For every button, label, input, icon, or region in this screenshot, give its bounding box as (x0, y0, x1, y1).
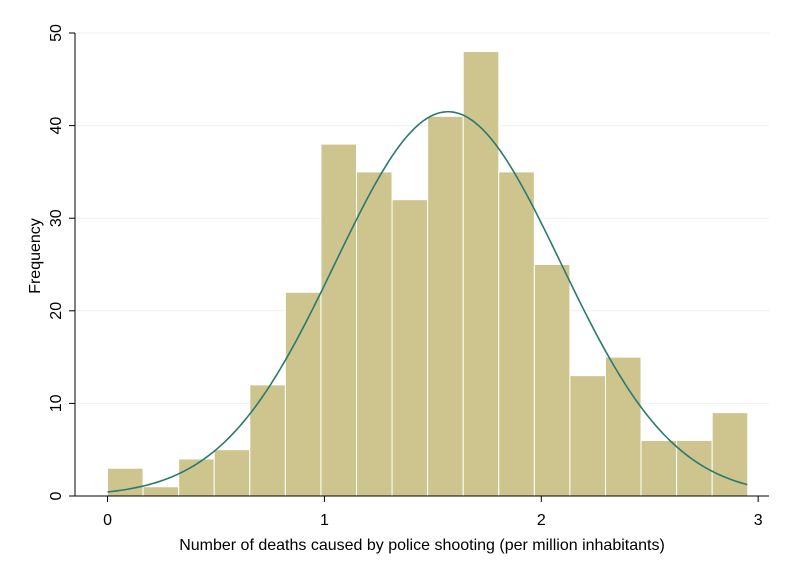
x-axis-title: Number of deaths caused by police shooti… (179, 537, 665, 554)
histogram-bar-6 (284, 291, 322, 497)
histogram-bar-5 (249, 384, 286, 497)
y-axis-title: Frequency (27, 218, 44, 294)
x-tick-label-2: 2 (537, 512, 546, 529)
histogram-bar-13 (533, 264, 571, 497)
y-tick-label-40: 40 (48, 117, 65, 135)
x-tick-label-1: 1 (320, 512, 329, 529)
y-tick-label-0: 0 (48, 491, 65, 500)
histogram-bar-4 (213, 449, 251, 497)
histogram-bar-12 (498, 171, 535, 497)
y-tick-label-30: 30 (48, 209, 65, 227)
histogram-bar-15 (604, 356, 642, 497)
x-tick-label-3: 3 (754, 512, 763, 529)
histogram-bar-9 (391, 199, 429, 497)
histogram-bar-18 (711, 412, 749, 497)
histogram-bar-14 (569, 375, 606, 497)
y-axis-ticks: 0 10 20 30 40 50 (48, 24, 75, 500)
histogram-bar-7 (320, 143, 358, 497)
x-tick-label-0: 0 (103, 512, 112, 529)
y-tick-label-50: 50 (48, 24, 65, 42)
histogram-bar-16 (640, 439, 678, 497)
y-tick-label-20: 20 (48, 302, 65, 320)
y-tick-label-10: 10 (48, 394, 65, 412)
x-axis-ticks: 0 1 2 3 (103, 496, 763, 529)
histogram-bar-8 (356, 171, 393, 497)
histogram-bar-10 (427, 115, 464, 497)
normal-density-curve (107, 110, 748, 493)
histogram-bars (107, 51, 749, 497)
histogram-bar-2 (142, 486, 180, 497)
histogram-bar-11 (462, 51, 500, 497)
